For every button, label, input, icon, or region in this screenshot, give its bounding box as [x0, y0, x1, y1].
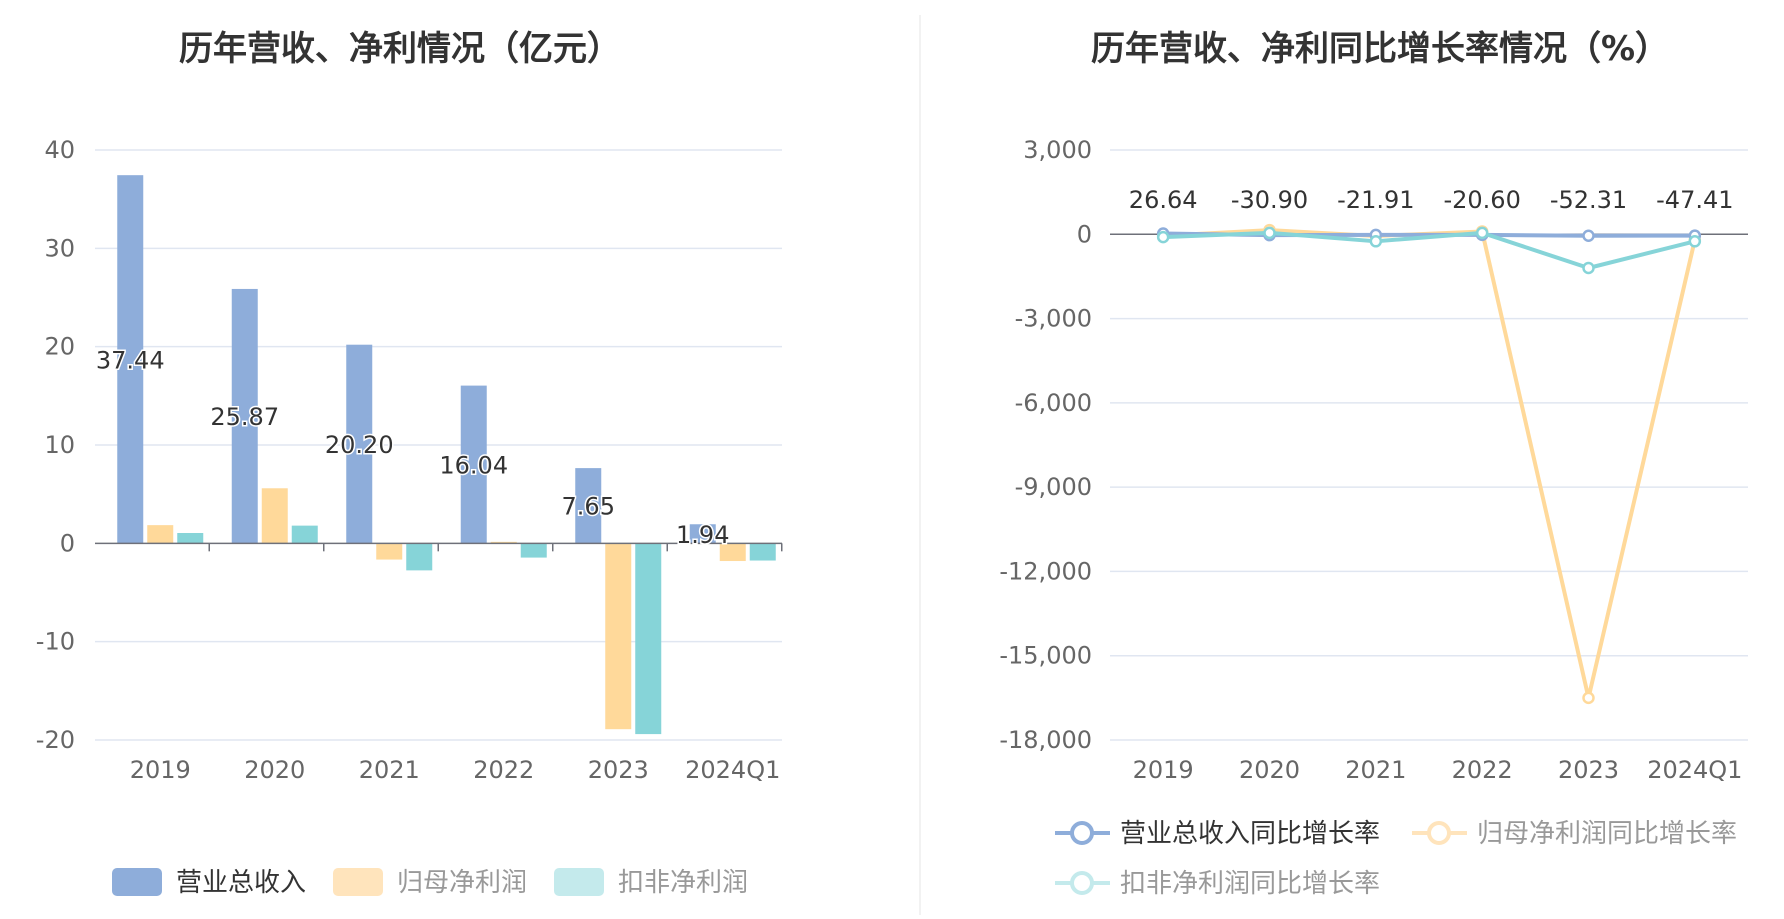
bar-revenue-data-label: 7.65 [562, 493, 615, 521]
bar-xtick-label: 2021 [359, 756, 420, 784]
line-ytick-label: 3,000 [1023, 136, 1092, 164]
bar-chart: 40 30 20 10 0 -10 -20 2019 2020 2021 2022 2023 2024Q… [36, 136, 783, 784]
line-xtick-label: 2020 [1239, 756, 1300, 784]
bar-xtick-label: 2022 [473, 756, 534, 784]
legend-label-net-profit-growth: 归母净利润同比增长率 [1477, 819, 1737, 849]
line-xtick-label: 2019 [1133, 756, 1194, 784]
line-chart-title: 历年营收、净利同比增长率情况（%） [1091, 29, 1669, 69]
point-deducted-profit-growth[interactable] [1475, 226, 1489, 240]
bar-ytick-label: 30 [44, 234, 75, 262]
legend-swatch-net-profit [333, 868, 383, 896]
line-revenue-growth-data-label: -30.90 [1231, 186, 1308, 214]
legend-marker-revenue-growth [1070, 821, 1094, 845]
point-net-profit-growth[interactable] [1582, 691, 1595, 705]
line-series-deducted-profit-growth[interactable] [1163, 230, 1696, 270]
legend-item-revenue[interactable]: 营业总收入 [112, 868, 306, 898]
point-deducted-profit-growth[interactable] [1263, 226, 1276, 240]
legend-label-revenue-growth: 营业总收入同比增长率 [1120, 819, 1380, 849]
line-series-net-profit-growth[interactable] [1163, 228, 1697, 700]
line-xtick-label: 2024Q1 [1647, 756, 1742, 784]
point-revenue-growth[interactable] [1582, 229, 1595, 243]
bar-ytick-label: 10 [44, 431, 75, 459]
bar-xtick-label: 2019 [130, 756, 191, 784]
bar-xtick-label: 2020 [244, 756, 305, 784]
bar-revenue-data-label: 16.04 [439, 451, 508, 479]
legend-item-deducted-profit-growth[interactable]: 扣非净利润同比增长率 [1055, 869, 1380, 899]
bar-deducted-profit[interactable] [406, 543, 433, 571]
line-revenue-growth-data-label: -21.91 [1337, 186, 1414, 214]
bar-net-profit[interactable] [376, 543, 403, 560]
bar-net-profit[interactable] [147, 525, 174, 544]
line-ytick-label: -3,000 [1015, 305, 1092, 333]
bar-chart-title: 历年营收、净利情况（亿元） [179, 29, 621, 69]
bar-legend: 营业总收入 归母净利润 扣非净利润 [112, 868, 748, 898]
legend-swatch-revenue [112, 868, 162, 896]
line-ytick-label: -18,000 [999, 726, 1092, 754]
legend-label-deducted-profit-growth: 扣非净利润同比增长率 [1120, 869, 1380, 899]
legend-item-revenue-growth[interactable]: 营业总收入同比增长率 [1055, 819, 1380, 849]
line-ytick-label: -6,000 [1015, 389, 1092, 417]
bar-net-profit[interactable] [719, 543, 746, 562]
bar-ytick-label: 40 [44, 136, 75, 164]
line-revenue-growth-data-label: -20.60 [1443, 186, 1520, 214]
bar-deducted-profit[interactable] [291, 525, 318, 544]
bar-ytick-label: 20 [44, 333, 75, 361]
bar-revenue-data-label: 20.20 [325, 431, 394, 459]
bar-deducted-profit[interactable] [749, 543, 776, 561]
legend-label-deducted-profit: 扣非净利润 [618, 868, 748, 898]
bar-revenue-data-label: 1.94 [676, 521, 729, 549]
legend-item-net-profit-growth[interactable]: 归母净利润同比增长率 [1412, 819, 1737, 849]
bar-net-profit[interactable] [261, 488, 288, 544]
legend-item-net-profit[interactable]: 归母净利润 [333, 868, 527, 898]
legend-item-deducted-profit[interactable]: 扣非净利润 [554, 868, 748, 898]
bar-revenue[interactable] [575, 468, 602, 544]
bar-deducted-profit[interactable] [177, 533, 204, 544]
bar-revenue[interactable] [117, 175, 144, 544]
bar-xtick-label: 2024Q1 [685, 756, 780, 784]
line-revenue-growth-data-label: 26.64 [1129, 186, 1198, 214]
bar-ytick-label: -10 [36, 628, 75, 656]
bar-ytick-label: 0 [60, 529, 75, 557]
point-deducted-profit-growth[interactable] [1156, 230, 1170, 244]
line-ytick-label: -12,000 [999, 557, 1092, 585]
point-deducted-profit-growth[interactable] [1369, 235, 1383, 248]
bar-ytick-label: -20 [36, 726, 75, 754]
line-xtick-label: 2023 [1558, 756, 1619, 784]
bar-revenue[interactable] [460, 385, 487, 544]
legend-label-net-profit: 归母净利润 [397, 868, 527, 898]
bar-revenue[interactable] [346, 344, 373, 544]
line-chart: 3,000 0 -3,000 -6,000 -9,000 -12,000 -15,000 -1… [999, 136, 1748, 784]
line-revenue-growth-data-label: -52.31 [1550, 186, 1627, 214]
line-xtick-label: 2022 [1452, 756, 1513, 784]
bar-revenue[interactable] [231, 288, 258, 544]
bar-deducted-profit[interactable] [520, 543, 547, 558]
line-revenue-growth-data-label: -47.41 [1656, 186, 1733, 214]
legend-marker-deducted-profit-growth [1070, 871, 1094, 895]
bar-xtick-label: 2023 [588, 756, 649, 784]
bar-revenue[interactable] [689, 524, 716, 544]
legend-label-revenue: 营业总收入 [176, 868, 306, 898]
line-ytick-label: -9,000 [1015, 473, 1092, 501]
legend-marker-net-profit-growth [1427, 821, 1451, 845]
bar-net-profit[interactable] [605, 543, 632, 730]
line-ytick-label: 0 [1077, 220, 1092, 248]
line-ytick-label: -15,000 [999, 642, 1092, 670]
legend-swatch-deducted-profit [554, 868, 604, 896]
line-xtick-label: 2021 [1345, 756, 1406, 784]
bar-revenue-data-label: 25.87 [210, 403, 279, 431]
point-deducted-profit-growth[interactable] [1582, 261, 1595, 275]
point-deducted-profit-growth[interactable] [1688, 235, 1702, 248]
bar-deducted-profit[interactable] [635, 543, 662, 735]
bar-revenue-data-label: 37.44 [96, 346, 165, 374]
line-legend: 营业总收入同比增长率 归母净利润同比增长率 扣非净利润同比增长率 [1055, 819, 1737, 899]
